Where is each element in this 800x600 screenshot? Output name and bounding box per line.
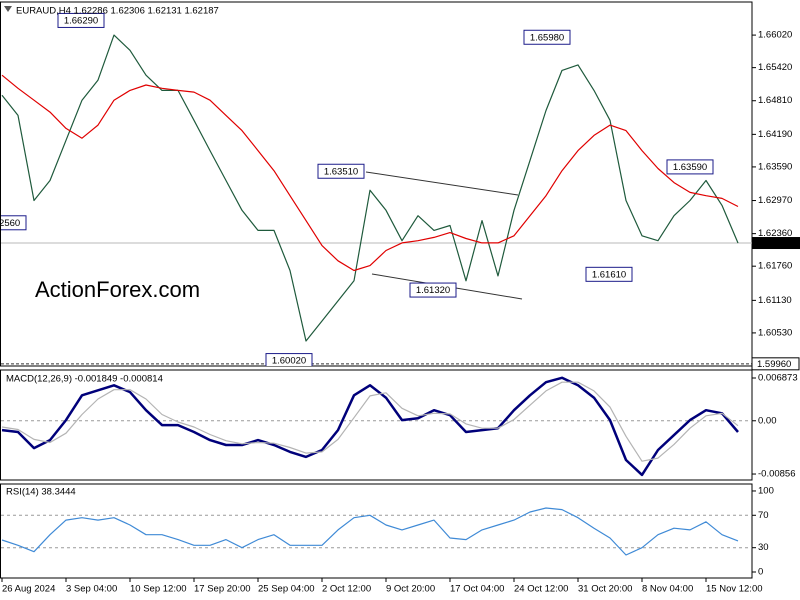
last-price-label: 1.62187 <box>757 238 791 249</box>
y-tick-label: 0.00 <box>758 415 777 426</box>
y-tick-label: 1.60530 <box>758 327 792 338</box>
y-tick-label: 0.006873 <box>758 373 798 384</box>
annotation-box <box>409 282 457 298</box>
y-tick-label: -0.00856 <box>758 469 796 480</box>
trend-line <box>365 171 519 196</box>
y-tick-label: 1.65420 <box>758 62 792 73</box>
x-tick-label: 26 Aug 2024 <box>2 584 55 595</box>
y-tick-label: 100 <box>758 485 774 496</box>
price-annotation: 1.61610 <box>585 266 633 282</box>
price-annotation: 1.60020 <box>265 353 313 367</box>
panel: 0.006873 0.00 -0.00856 MACD(12,26,9) -0.001… <box>0 369 798 481</box>
annotation-box <box>317 163 365 179</box>
x-tick-label: 31 Oct 20:00 <box>578 584 632 595</box>
price-annotation: 1.61320 <box>409 282 457 298</box>
x-tick-label: 8 Nov 04:00 <box>642 584 693 595</box>
last-price-box <box>752 237 800 250</box>
y-tick-label: 1.61760 <box>758 261 792 272</box>
annotation-box <box>57 12 105 28</box>
y-tick-label: 1.64190 <box>758 129 792 140</box>
price-annotation: 1.65980 <box>523 29 571 45</box>
price-annotation: 1.66290 <box>57 12 105 28</box>
x-tick-label: 3 Sep 04:00 <box>66 584 117 595</box>
indicator-line <box>1 507 739 556</box>
panel-title: MACD(12,26,9) -0.001849 -0.000814 <box>6 374 163 385</box>
y-tick-label: 1.63590 <box>758 161 792 172</box>
y-tick-label: 0 <box>758 567 763 578</box>
x-tick-label: 25 Sep 04:00 <box>258 584 315 595</box>
annotation-label: 1.61320 <box>416 285 450 296</box>
annotation-box <box>1 215 27 231</box>
annotation-label: 1.63510 <box>324 166 358 177</box>
price-annotation: 1.63590 <box>666 159 714 175</box>
x-tick-label: 10 Sep 12:00 <box>130 584 187 595</box>
panel: 1.66020 1.65420 1.64810 1.64190 1.63590 1.629… <box>0 1 800 371</box>
x-tick-label: 2 Oct 12:00 <box>322 584 371 595</box>
y-tick-label: 1.61130 <box>758 295 792 306</box>
series-group <box>1 507 739 556</box>
x-tick-label: 17 Sep 20:00 <box>194 584 251 595</box>
y-tick-label: 1.64810 <box>758 95 792 106</box>
support-box <box>751 357 800 371</box>
annotation-box <box>523 29 571 45</box>
series-group: 1.66290 1.65980 1.63510 1.63590 1.61320 1.616… <box>0 12 739 367</box>
annotation-label: 1.60020 <box>272 356 306 367</box>
annotation-label: 1.62560 <box>0 218 20 229</box>
support-label: 1.59960 <box>757 359 791 370</box>
y-tick-label: 1.62970 <box>758 195 792 206</box>
annotation-label: 1.66290 <box>64 15 98 26</box>
annotation-label: 1.63590 <box>673 162 707 173</box>
annotation-box <box>666 159 714 175</box>
watermark: ActionForex.com <box>35 277 200 302</box>
annotation-label: 1.65980 <box>530 32 564 43</box>
price-annotation: 1.63510 <box>317 163 365 179</box>
annotation-box <box>265 353 313 366</box>
annotation-box <box>585 266 633 282</box>
indicator-line <box>1 381 739 462</box>
annotation-label: 1.61610 <box>592 269 626 280</box>
y-tick-label: 70 <box>758 510 769 521</box>
panel-title: EURAUD,H4 1.62286 1.62306 1.62131 1.6218… <box>16 6 219 17</box>
price-annotation: 1.62560 <box>0 215 27 231</box>
x-tick-label: 9 Oct 20:00 <box>386 584 435 595</box>
x-tick-label: 15 Nov 12:00 <box>706 584 763 595</box>
price-line <box>1 34 739 342</box>
moving-average <box>1 74 739 272</box>
panel: 100 70 30 0 RSI(14) 38.3444 <box>0 483 774 579</box>
x-tick-label: 24 Oct 12:00 <box>514 584 568 595</box>
y-tick-label: 1.62360 <box>758 228 792 239</box>
x-tick-label: 17 Oct 04:00 <box>450 584 504 595</box>
panel-title: RSI(14) 38.3444 <box>6 487 76 498</box>
y-tick-label: 1.66020 <box>758 30 792 41</box>
y-tick-label: 30 <box>758 542 769 553</box>
symbol-icon <box>4 6 12 12</box>
series-group <box>1 376 739 477</box>
